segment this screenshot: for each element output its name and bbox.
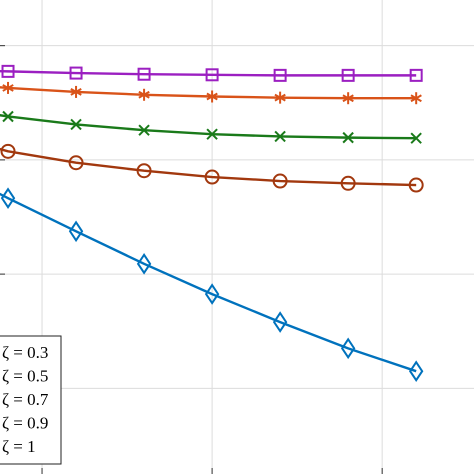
series-line bbox=[0, 192, 417, 373]
asterisk-stroke bbox=[342, 94, 354, 103]
data-point-square bbox=[69, 66, 83, 80]
series-line bbox=[0, 86, 417, 100]
legend-entry-label: ζ = 0.5 bbox=[2, 367, 48, 386]
asterisk-stroke bbox=[410, 94, 422, 103]
data-point-x bbox=[2, 110, 14, 123]
data-point-diamond bbox=[0, 187, 16, 209]
data-point-square bbox=[1, 64, 15, 78]
series-group bbox=[0, 64, 424, 383]
data-point-asterisk bbox=[206, 90, 218, 103]
legend-entry-label: ζ = 0.7 bbox=[2, 390, 49, 409]
data-point-diamond bbox=[408, 360, 424, 383]
x-stroke bbox=[70, 118, 82, 131]
data-point-circle bbox=[408, 177, 424, 193]
data-point-asterisk bbox=[138, 88, 150, 101]
data-point-asterisk bbox=[70, 85, 82, 98]
series-1 bbox=[0, 187, 424, 383]
x-stroke bbox=[410, 132, 422, 144]
x-stroke bbox=[274, 130, 286, 143]
asterisk-stroke bbox=[70, 88, 82, 96]
series-line bbox=[0, 114, 417, 140]
series-line bbox=[0, 69, 417, 77]
data-point-square bbox=[273, 68, 287, 82]
legend: ζ = 0.3 ζ = 0.5 ζ = 0.7 ζ = 0.9 ζ = 1 bbox=[0, 335, 62, 465]
data-point-asterisk bbox=[2, 81, 14, 94]
data-point-asterisk bbox=[342, 92, 354, 105]
legend-entry-label: ζ = 0.3 bbox=[2, 343, 48, 362]
data-point-x bbox=[70, 118, 82, 131]
data-point-circle bbox=[68, 155, 84, 171]
data-point-square bbox=[205, 68, 219, 82]
asterisk-stroke bbox=[274, 93, 286, 102]
series-5 bbox=[0, 64, 423, 82]
x-stroke bbox=[206, 128, 218, 140]
legend-entry-label: ζ = 0.9 bbox=[2, 414, 48, 433]
data-point-circle bbox=[204, 169, 220, 185]
data-point-circle bbox=[340, 175, 356, 191]
data-point-square bbox=[137, 67, 151, 81]
legend-box bbox=[0, 335, 62, 465]
series-line bbox=[0, 147, 417, 187]
x-stroke bbox=[2, 110, 14, 123]
series-4 bbox=[0, 81, 422, 105]
data-point-diamond bbox=[340, 337, 356, 360]
data-point-square bbox=[409, 68, 423, 82]
data-point-asterisk bbox=[410, 92, 422, 105]
data-point-diamond bbox=[136, 253, 152, 275]
axes-frame bbox=[0, 45, 383, 474]
series-3 bbox=[0, 110, 422, 144]
data-point-x bbox=[342, 131, 354, 144]
data-point-square bbox=[341, 68, 355, 82]
data-point-circle bbox=[272, 173, 288, 189]
data-point-x bbox=[410, 132, 422, 144]
data-point-diamond bbox=[68, 220, 84, 243]
data-point-x bbox=[206, 128, 218, 140]
legend-entry-label: ζ = 1 bbox=[2, 437, 36, 456]
data-point-circle bbox=[0, 143, 16, 159]
data-point-asterisk bbox=[274, 91, 286, 104]
asterisk-stroke bbox=[138, 90, 150, 99]
series-2 bbox=[0, 143, 424, 193]
data-point-circle bbox=[136, 163, 152, 179]
data-point-x bbox=[138, 124, 150, 136]
data-point-diamond bbox=[204, 283, 220, 305]
asterisk-stroke bbox=[2, 84, 14, 92]
data-point-diamond bbox=[272, 311, 288, 333]
x-stroke bbox=[342, 131, 354, 144]
x-stroke bbox=[138, 124, 150, 136]
asterisk-stroke bbox=[206, 92, 218, 101]
data-point-x bbox=[274, 130, 286, 143]
